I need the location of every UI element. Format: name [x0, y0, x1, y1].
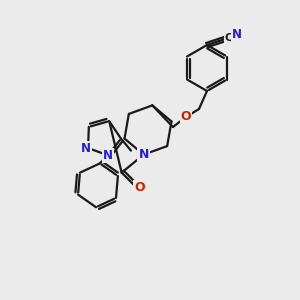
Text: O: O: [134, 181, 145, 194]
Text: C: C: [225, 33, 233, 43]
Text: N: N: [81, 142, 91, 154]
Text: N: N: [103, 149, 113, 162]
Text: N: N: [232, 28, 242, 41]
Text: N: N: [139, 148, 149, 161]
Text: O: O: [181, 110, 191, 124]
